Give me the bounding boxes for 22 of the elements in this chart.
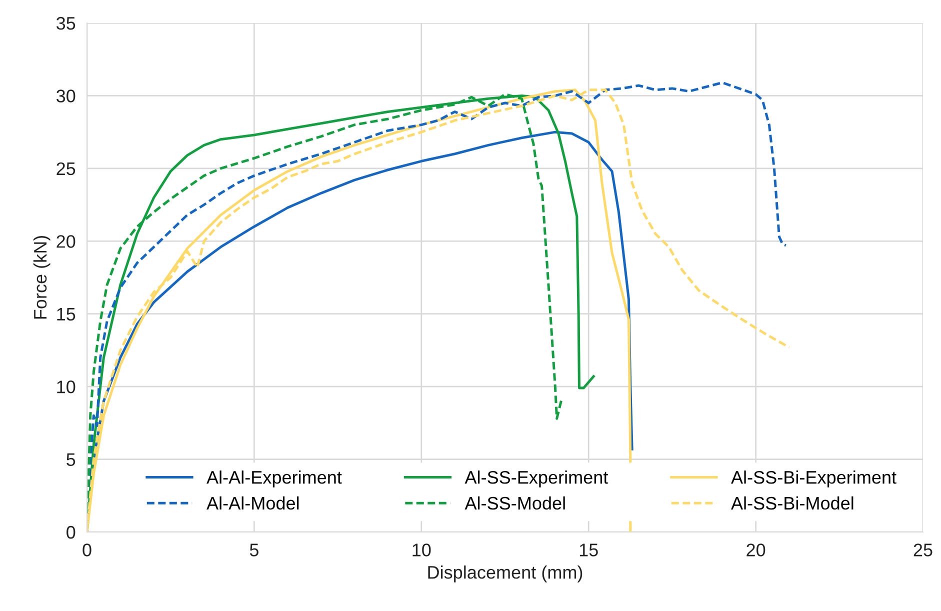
legend-label: Al-SS-Bi-Model [731,496,854,510]
legend-label: Al-SS-Experiment [464,470,608,488]
x-tick-label: 5 [250,544,258,556]
y-tick-label: 30 [56,90,76,102]
y-tick-label: 5 [66,453,76,466]
x-axis-title: Displacement (mm) [428,566,582,582]
x-tick-label: 0 [82,544,92,556]
legend-label: Al-Al-Model [206,496,299,510]
y-tick-label: 10 [57,380,76,394]
legend-label: Al-SS-Model [464,496,565,510]
legend-label: Al-Al-Experiment [206,470,342,488]
x-tick-label: 15 [580,544,598,556]
y-axis-title: Force (kN) [33,236,50,319]
legend-label: Al-SS-Bi-Experiment [731,470,896,488]
y-tick-label: 35 [56,16,76,30]
x-tick-label: 20 [746,544,766,556]
y-tick-label: 25 [56,162,76,176]
y-tick-label: 15 [57,308,76,321]
y-tick-label: 20 [56,235,76,248]
x-tick-label: 10 [412,544,431,556]
x-tick-label: 25 [914,544,932,556]
y-tick-label: 0 [66,526,76,539]
